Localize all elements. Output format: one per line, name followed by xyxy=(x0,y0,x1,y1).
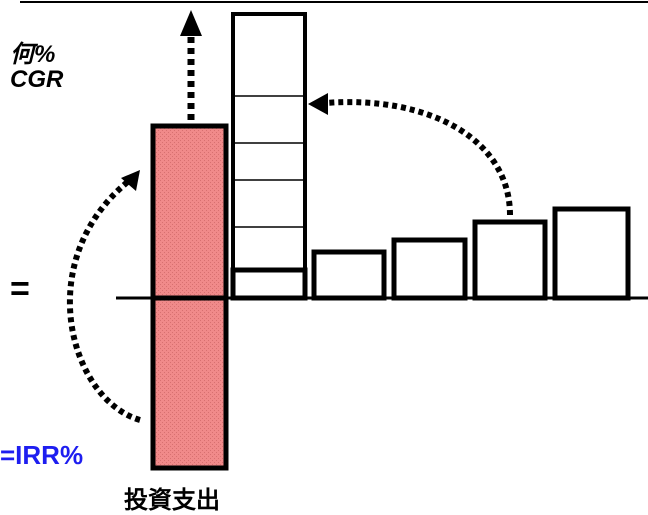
cgr-label: CGR xyxy=(10,66,64,93)
cash-flow-bar-2 xyxy=(311,249,387,301)
irr-curve-arrow xyxy=(66,170,141,423)
investment-bar-lower xyxy=(150,295,229,471)
cash-flow-bar-3 xyxy=(391,237,468,301)
discount-arrow xyxy=(308,93,513,216)
growth-up-arrow xyxy=(180,10,202,120)
investment-label: 投資支出 xyxy=(124,487,220,514)
investment-bar-upper xyxy=(150,123,229,301)
cumulative-bar xyxy=(230,12,308,301)
cgr-question-label: 何% xyxy=(10,41,56,68)
equals-sign: = xyxy=(10,270,30,308)
cash-flow-bar-5 xyxy=(552,206,631,301)
irr-label: =IRR% xyxy=(0,440,84,470)
cash-flow-bar-4 xyxy=(472,219,548,301)
